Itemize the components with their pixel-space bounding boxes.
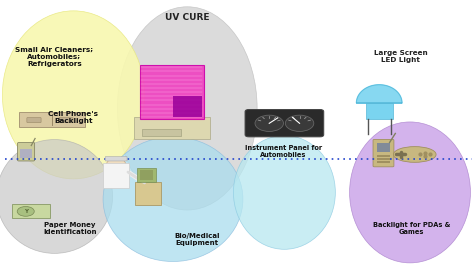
Ellipse shape: [0, 140, 113, 253]
Bar: [365, 103, 393, 119]
Text: Instrument Panel for
Automobiles: Instrument Panel for Automobiles: [245, 145, 322, 158]
Circle shape: [107, 159, 126, 169]
FancyBboxPatch shape: [103, 163, 129, 188]
Bar: [377, 161, 390, 163]
Bar: [20, 149, 32, 158]
Bar: [140, 170, 153, 180]
FancyBboxPatch shape: [245, 109, 324, 137]
Polygon shape: [356, 85, 402, 103]
FancyBboxPatch shape: [59, 118, 73, 123]
FancyBboxPatch shape: [134, 117, 210, 139]
Circle shape: [285, 115, 314, 131]
FancyBboxPatch shape: [105, 157, 127, 161]
Ellipse shape: [349, 122, 470, 263]
Text: Bio/Medical
Equipment: Bio/Medical Equipment: [174, 233, 219, 246]
Ellipse shape: [233, 136, 335, 249]
Text: Y: Y: [24, 209, 27, 214]
Text: Large Screen
LED Light: Large Screen LED Light: [374, 50, 428, 63]
Ellipse shape: [118, 7, 257, 210]
Ellipse shape: [393, 147, 436, 162]
Text: Cell Phone's
Backlight: Cell Phone's Backlight: [48, 111, 99, 124]
Text: Backlight for PDAs &
Games: Backlight for PDAs & Games: [373, 222, 450, 235]
Bar: [377, 143, 390, 152]
Ellipse shape: [103, 137, 243, 262]
FancyBboxPatch shape: [373, 139, 394, 167]
Bar: [377, 154, 390, 157]
Bar: [137, 168, 156, 182]
Circle shape: [17, 207, 34, 216]
FancyBboxPatch shape: [19, 112, 85, 127]
Circle shape: [255, 115, 283, 131]
Bar: [173, 96, 202, 117]
Bar: [142, 129, 181, 136]
Text: Small Air Cleaners;
Automobiles;
Refrigerators: Small Air Cleaners; Automobiles; Refrige…: [16, 47, 93, 67]
Bar: [135, 182, 161, 205]
Ellipse shape: [2, 11, 145, 179]
Bar: [140, 65, 204, 119]
Bar: [377, 158, 390, 160]
FancyBboxPatch shape: [12, 204, 50, 218]
Text: Paper Money
Identification: Paper Money Identification: [44, 222, 97, 235]
FancyBboxPatch shape: [18, 143, 35, 161]
FancyBboxPatch shape: [27, 118, 41, 123]
Text: UV CURE: UV CURE: [165, 13, 210, 22]
